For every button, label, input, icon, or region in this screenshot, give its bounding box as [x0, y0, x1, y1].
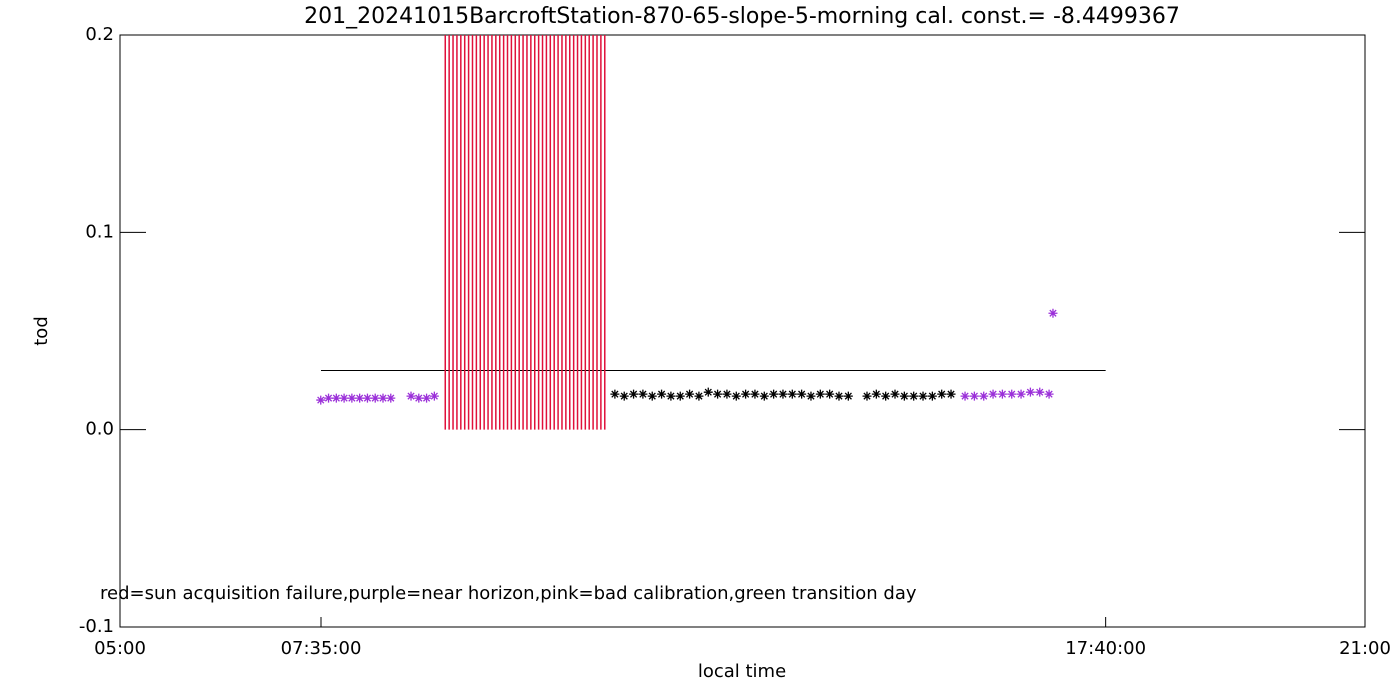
x-axis-label: local time — [698, 661, 786, 682]
star-point — [997, 389, 1007, 399]
annotation: red=sun acquisition failure,purple=near … — [100, 583, 917, 604]
y-axis-label: tod — [31, 316, 52, 346]
star-point — [414, 393, 424, 403]
star-point — [1007, 389, 1017, 399]
star-point — [1035, 387, 1045, 397]
star-point — [647, 391, 657, 401]
star-point — [429, 391, 439, 401]
star-point — [619, 391, 629, 401]
y-tick-label: 0.2 — [85, 24, 114, 45]
star-point — [759, 391, 769, 401]
star-point — [778, 389, 788, 399]
star-point — [347, 393, 357, 403]
star-point — [666, 391, 676, 401]
star-point — [946, 389, 956, 399]
star-point — [316, 395, 326, 405]
star-point — [825, 389, 835, 399]
plot-frame — [119, 34, 1366, 628]
star-point — [713, 389, 723, 399]
star-point — [675, 391, 685, 401]
star-point — [834, 391, 844, 401]
star-point — [741, 389, 751, 399]
star-point — [862, 391, 872, 401]
star-point — [960, 391, 970, 401]
star-point — [331, 393, 341, 403]
star-point — [806, 391, 816, 401]
star-point — [843, 391, 853, 401]
star-point — [899, 391, 909, 401]
star-point — [1044, 389, 1054, 399]
star-point — [750, 389, 760, 399]
star-point — [406, 391, 416, 401]
star-point — [797, 389, 807, 399]
star-point — [685, 389, 695, 399]
x-tick-label: 21:00 — [1339, 638, 1391, 659]
star-point — [610, 389, 620, 399]
star-point — [1048, 308, 1058, 318]
star-point — [969, 391, 979, 401]
star-point — [979, 391, 989, 401]
x-tick-label: 05:00 — [94, 638, 146, 659]
star-point — [927, 391, 937, 401]
y-tick-label: -0.1 — [79, 616, 114, 637]
star-point — [378, 393, 388, 403]
star-point — [370, 393, 380, 403]
star-point — [1016, 389, 1026, 399]
star-point — [638, 389, 648, 399]
star-point — [937, 389, 947, 399]
star-point — [1025, 387, 1035, 397]
y-tick-label: 0.0 — [85, 419, 114, 440]
star-point — [386, 393, 396, 403]
star-point — [324, 393, 334, 403]
star-point — [988, 389, 998, 399]
star-point — [362, 393, 372, 403]
x-tick-label: 07:35:00 — [281, 638, 362, 659]
star-point — [629, 389, 639, 399]
star-point — [694, 391, 704, 401]
star-point — [881, 391, 891, 401]
star-point — [918, 391, 928, 401]
star-point — [890, 389, 900, 399]
star-point — [422, 393, 432, 403]
star-point — [339, 393, 349, 403]
star-point — [722, 389, 732, 399]
x-tick-label: 17:40:00 — [1065, 638, 1146, 659]
star-point — [355, 393, 365, 403]
star-point — [871, 389, 881, 399]
star-point — [657, 389, 667, 399]
star-point — [815, 389, 825, 399]
y-tick-label: 0.1 — [85, 221, 114, 242]
star-point — [731, 391, 741, 401]
star-point — [703, 387, 713, 397]
star-point — [769, 389, 779, 399]
star-point — [909, 391, 919, 401]
star-point — [787, 389, 797, 399]
chart-title: 201_20241015BarcroftStation-870-65-slope… — [304, 4, 1180, 29]
